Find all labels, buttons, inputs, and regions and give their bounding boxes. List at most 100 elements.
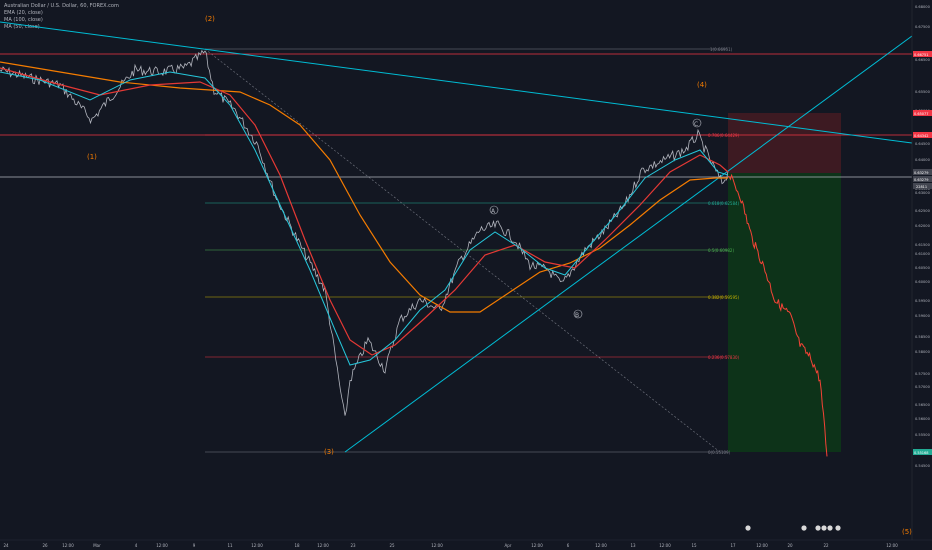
price-axis[interactable]	[912, 0, 932, 540]
event-icon[interactable]	[815, 525, 821, 531]
wave-label-a: A	[491, 208, 496, 215]
time-axis-ticks: 24 26 12:00 Mar 4 12:00 9 11 12:00 18 12:00 23 25 12:…	[3, 543, 898, 548]
wave-b-circle	[573, 309, 583, 319]
fib-label-0786: 0.786(0.64429)	[708, 133, 740, 138]
price-tick: 0.66500	[915, 58, 931, 62]
badge-65077-bg	[913, 110, 932, 116]
price-tick: 0.61000	[915, 252, 931, 256]
chart-legend: Australian Dollar / U.S. Dollar, 60, FOR…	[4, 3, 119, 31]
price-tick: 0.56000	[915, 417, 931, 421]
price-tick: 0.60000	[915, 280, 931, 284]
time-tick: 12:00	[156, 543, 168, 548]
time-tick: 12:00	[62, 543, 74, 548]
indicator-ma100[interactable]: MA (100, close)	[4, 17, 43, 23]
price-tick: 0.68000	[915, 5, 931, 9]
time-tick: 12:00	[756, 543, 768, 548]
time-tick: 22	[823, 543, 829, 548]
fib-diagonal[interactable]	[204, 48, 721, 453]
time-tick: 9	[193, 543, 196, 548]
price-tick: 0.56500	[915, 403, 931, 407]
ema20-series[interactable]	[0, 71, 729, 366]
event-icon[interactable]	[835, 525, 841, 531]
badge-63279: 0.63279	[914, 171, 928, 175]
fib-label-05: 0.5(0.60982)	[708, 248, 734, 253]
price-tick: 0.62000	[915, 224, 931, 228]
badge-price2-bg	[913, 176, 932, 182]
time-tick: 11	[227, 543, 233, 548]
event-icon[interactable]	[801, 525, 807, 531]
price-tick: 0.63000	[915, 191, 931, 195]
price-tick: 0.60500	[915, 266, 931, 270]
wave-label-1: (1)	[87, 153, 97, 161]
badge-countdown: 22811	[916, 185, 927, 189]
price-tick: 0.59500	[915, 299, 931, 303]
descending-trendline[interactable]	[0, 21, 913, 144]
time-tick: 12:00	[659, 543, 671, 548]
indicator-ema[interactable]: EMA (20, close)	[4, 10, 43, 16]
projection-series[interactable]	[727, 173, 828, 457]
time-tick: 17	[730, 543, 736, 548]
price-tick: 0.65500	[915, 90, 931, 94]
wave-label-3: (3)	[324, 448, 334, 456]
wave-c-circle	[692, 118, 702, 128]
take-profit-zone[interactable]	[728, 173, 841, 452]
price-tick: 0.58000	[915, 350, 931, 354]
time-tick: 4	[135, 543, 138, 548]
indicator-ma50[interactable]: MA (50, close)	[4, 24, 40, 30]
stop-loss-zone[interactable]	[728, 113, 841, 173]
time-tick: Mar	[93, 543, 101, 548]
price-tick: 0.64000	[915, 158, 931, 162]
badge-55168-bg	[913, 449, 932, 455]
symbol-title[interactable]: Australian Dollar / U.S. Dollar, 60, FOR…	[4, 3, 119, 9]
badge-65077: 0.65077	[914, 112, 928, 116]
time-tick: Apr	[505, 543, 512, 548]
ma50-series[interactable]	[0, 67, 729, 356]
price-tick: 0.61500	[915, 243, 931, 247]
badge-63279-bg	[913, 169, 932, 175]
time-tick: 23	[350, 543, 356, 548]
event-icon[interactable]	[745, 525, 751, 531]
time-tick: 12:00	[595, 543, 607, 548]
badge-55168: 0.55168	[914, 451, 928, 455]
time-tick: 26	[42, 543, 48, 548]
event-icon[interactable]	[821, 525, 827, 531]
badge-66751-bg	[913, 51, 932, 57]
fib-label-0: 0(0.55109)	[708, 450, 731, 455]
ma100-series[interactable]	[0, 61, 728, 313]
time-tick: 20	[787, 543, 793, 548]
wave-a-circle	[489, 205, 499, 215]
time-tick: 15	[691, 543, 697, 548]
price-tick: 0.57000	[915, 385, 931, 389]
fib-label-0382: 0.382(0.59595)	[708, 295, 740, 300]
time-tick: 12:00	[886, 543, 898, 548]
time-tick: 25	[389, 543, 395, 548]
wave-label-c: C	[694, 121, 698, 128]
ascending-trendline[interactable]	[344, 35, 913, 453]
time-tick: 13	[630, 543, 636, 548]
price-tick: 0.57500	[915, 372, 931, 376]
event-icon[interactable]	[827, 525, 833, 531]
wave-label-b: B	[575, 312, 579, 319]
wave-label-2: (2)	[205, 15, 215, 23]
price-tick: 0.55500	[915, 433, 931, 437]
price-series[interactable]	[0, 49, 729, 416]
time-tick: 12:00	[317, 543, 329, 548]
price-tick: 0.58500	[915, 335, 931, 339]
wave-label-4: (4)	[697, 81, 707, 89]
price-tick: 0.67500	[915, 25, 931, 29]
fib-label-0618: 0.618(0.62584)	[708, 201, 740, 206]
time-tick: 6	[567, 543, 570, 548]
time-axis[interactable]	[0, 540, 932, 550]
time-tick: 18	[294, 543, 300, 548]
time-tick: 12:00	[431, 543, 443, 548]
fib-label-1: 1(0.66951)	[710, 47, 733, 52]
badge-countdown-bg	[913, 183, 932, 189]
event-icons[interactable]	[745, 525, 841, 531]
time-tick: 12:00	[251, 543, 263, 548]
badge-64342-bg	[913, 132, 932, 138]
price-tick: 0.54500	[915, 464, 931, 468]
price-tick: 0.59000	[915, 314, 931, 318]
badge-66751: 0.66751	[914, 53, 928, 57]
